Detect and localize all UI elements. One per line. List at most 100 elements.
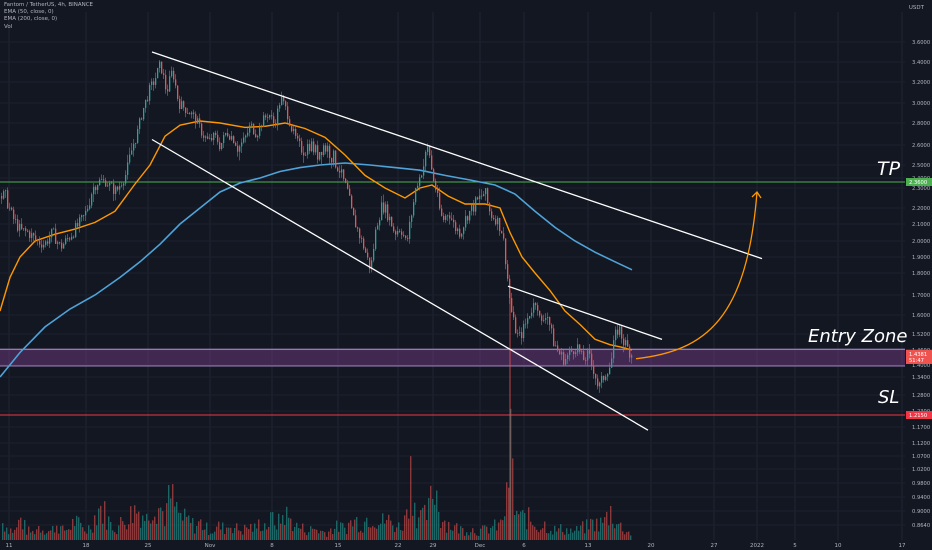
volume-bar bbox=[482, 525, 484, 540]
volume-bar bbox=[492, 526, 494, 540]
x-tick-label: 25 bbox=[145, 543, 152, 549]
candle-body bbox=[97, 185, 99, 191]
tp-annotation[interactable]: TP bbox=[877, 158, 901, 180]
volume-bar bbox=[338, 531, 340, 540]
candle-body bbox=[413, 202, 415, 216]
volume-bar bbox=[458, 533, 460, 540]
candle-body bbox=[295, 128, 297, 136]
last-price-tag-bg bbox=[906, 349, 932, 358]
volume-bar bbox=[394, 532, 396, 540]
volume-bar bbox=[250, 523, 252, 540]
volume-bar bbox=[584, 533, 586, 540]
candle-body bbox=[325, 145, 327, 152]
volume-bar bbox=[142, 515, 144, 540]
candle-body bbox=[123, 183, 125, 186]
volume-bar bbox=[50, 530, 52, 540]
sl-annotation[interactable]: SL bbox=[878, 387, 900, 408]
volume-bar bbox=[416, 528, 418, 540]
volume-bar bbox=[262, 530, 264, 540]
candle-body bbox=[583, 351, 585, 361]
candle-body bbox=[265, 115, 267, 118]
candle-body bbox=[103, 179, 105, 181]
volume-bar bbox=[518, 514, 520, 540]
candle-body bbox=[149, 84, 151, 101]
volume-bar bbox=[68, 529, 70, 540]
volume-bar bbox=[216, 526, 218, 540]
volume-bar bbox=[2, 523, 4, 540]
candle-body bbox=[281, 96, 283, 106]
candle-body bbox=[351, 195, 353, 208]
volume-bar bbox=[240, 531, 242, 540]
candle-body bbox=[357, 227, 359, 229]
volume-bar bbox=[446, 532, 448, 540]
candle-body bbox=[393, 226, 395, 232]
legend-symbol[interactable]: Fantom / TetherUS, 4h, BINANCE bbox=[4, 2, 94, 8]
candle-body bbox=[35, 235, 37, 240]
candle-body bbox=[577, 344, 579, 353]
candle-body bbox=[283, 96, 285, 102]
volume-bar bbox=[582, 521, 584, 540]
volume-bar bbox=[586, 519, 588, 540]
volume-bar bbox=[94, 515, 96, 540]
candle-body bbox=[33, 233, 35, 236]
volume-bar bbox=[546, 532, 548, 540]
candle-body bbox=[601, 375, 603, 383]
tp-price-tag: 2.3600 bbox=[909, 180, 927, 186]
volume-bar bbox=[620, 522, 622, 540]
volume-bar bbox=[122, 521, 124, 540]
volume-bar bbox=[46, 533, 48, 540]
volume-bar bbox=[88, 525, 90, 540]
candle-body bbox=[135, 142, 137, 144]
entry-zone-annotation[interactable]: Entry Zone bbox=[808, 326, 908, 347]
candle-body bbox=[89, 205, 91, 209]
ema50-line bbox=[0, 120, 633, 351]
volume-bar bbox=[508, 487, 510, 540]
price-axis[interactable]: 3.6000 3.4000 3.2000 3.0000 2.8000 2.6000 2.50… bbox=[912, 40, 930, 529]
volume-bar bbox=[134, 505, 136, 540]
candle-body bbox=[57, 242, 59, 244]
candle-body bbox=[555, 345, 557, 347]
candle-body bbox=[585, 360, 587, 361]
candle-body bbox=[431, 155, 433, 170]
candle-body bbox=[297, 135, 299, 139]
volume-bar bbox=[186, 516, 188, 540]
volume-bar bbox=[544, 521, 546, 540]
volume-bar bbox=[502, 520, 504, 540]
volume-bar bbox=[520, 511, 522, 540]
candle-body bbox=[27, 230, 29, 232]
trendlines[interactable] bbox=[151, 51, 763, 431]
candle-body bbox=[353, 207, 355, 216]
volume-bar bbox=[148, 520, 150, 540]
time-axis[interactable]: 11 18 25 Nov 8 15 22 29 Dec 6 13 20 27 2022 5 10 17 bbox=[6, 543, 906, 549]
volume-bar bbox=[562, 531, 564, 540]
trendline bbox=[151, 138, 649, 431]
y-tick-label: 1.1700 bbox=[912, 425, 930, 431]
volume-bar bbox=[90, 529, 92, 540]
candle-body bbox=[255, 134, 257, 138]
candle-body bbox=[121, 185, 123, 187]
volume-bar bbox=[38, 525, 40, 540]
volume-bar bbox=[108, 516, 110, 540]
candle-body bbox=[125, 174, 127, 184]
candle-body bbox=[487, 188, 489, 204]
volume-bar bbox=[408, 518, 410, 540]
candle-body bbox=[365, 248, 367, 253]
candle-body bbox=[455, 222, 457, 232]
volume-bar bbox=[436, 490, 438, 540]
candle-body bbox=[277, 108, 279, 126]
candle-body bbox=[311, 141, 313, 152]
volume-bar bbox=[366, 517, 368, 540]
legend-ema50[interactable]: EMA (50, close, 0) bbox=[4, 9, 54, 16]
x-tick-label: 11 bbox=[6, 543, 13, 549]
candle-body bbox=[17, 219, 19, 231]
legend-ema200[interactable]: EMA (200, close, 0) bbox=[4, 16, 58, 23]
candle-body bbox=[515, 317, 517, 334]
candle-body bbox=[65, 238, 67, 244]
candle-body bbox=[333, 150, 335, 163]
volume-bar bbox=[270, 512, 272, 540]
candle-body bbox=[437, 189, 439, 193]
legend-vol[interactable]: Vol bbox=[4, 23, 13, 30]
candle-body bbox=[29, 231, 31, 238]
forecast-arrow[interactable] bbox=[635, 190, 762, 360]
